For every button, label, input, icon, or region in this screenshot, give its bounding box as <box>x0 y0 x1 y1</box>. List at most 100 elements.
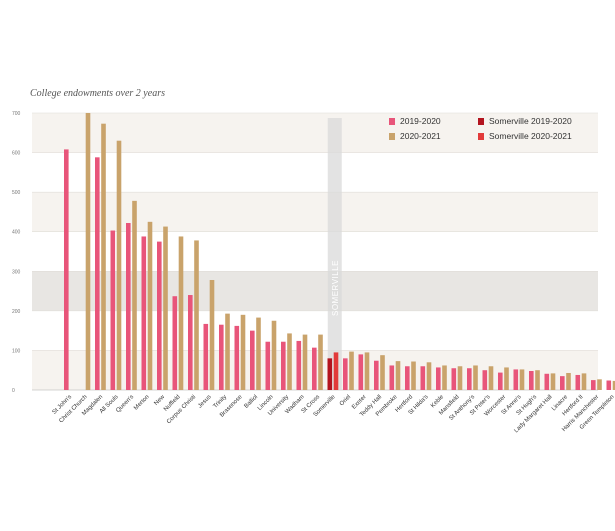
bar-2020-2021 <box>287 333 292 390</box>
legend: 2019-2020 2020-2021 Somerville 2019-2020 So… <box>389 116 572 141</box>
chart-title: College endowments over 2 years <box>30 88 165 99</box>
bar-2019-2020 <box>219 324 224 390</box>
bar-2020-2021 <box>504 367 509 390</box>
bar-2019-2020 <box>296 340 302 390</box>
bar-2020-2021 <box>85 113 91 390</box>
bar-2020-2021 <box>395 361 401 390</box>
y-tick-label: 0 <box>12 388 15 394</box>
somerville-highlight: SOMERVILLE <box>327 118 342 390</box>
bar-2020-2021 <box>302 334 308 390</box>
bar-2020-2021 <box>550 373 556 390</box>
bar-2020-2021 <box>488 366 494 390</box>
y-tick-label: 200 <box>12 309 21 315</box>
bar-2020-2021 <box>240 314 246 390</box>
bar-2019-2020 <box>234 325 240 390</box>
bar-2020-2021 <box>225 313 230 390</box>
x-category-label: Merton <box>133 394 150 411</box>
highlight-label: SOMERVILLE <box>331 260 340 316</box>
bar-2019-2020 <box>312 347 317 390</box>
y-tick-label: 700 <box>12 111 21 117</box>
bar-2020-2021 <box>116 140 122 390</box>
bar-2019-2020 <box>529 371 534 390</box>
highlight-column <box>327 118 342 390</box>
bar-2019-2020 <box>451 368 457 390</box>
bar-2019-2020 <box>343 358 348 390</box>
legend-swatch <box>389 133 395 140</box>
x-category-label: Corpus Christi <box>166 394 197 425</box>
y-tick-label: 100 <box>12 348 21 354</box>
bar-2019-2020 <box>591 380 596 390</box>
bar-2019-2020 <box>358 354 364 390</box>
bar-2020-2021 <box>147 221 153 390</box>
x-category-label: Jesus <box>197 394 212 409</box>
legend-label: 2020-2021 <box>400 131 441 141</box>
bar-2019-2020 <box>188 295 193 390</box>
x-category-label: Oriel <box>339 394 352 407</box>
bar-2020-2021 <box>163 226 168 390</box>
bar-2019-2020 <box>110 230 116 390</box>
bar-2020-2021 <box>101 123 106 390</box>
bar-2019-2020 <box>172 296 178 390</box>
bar-2020-2021 <box>473 365 478 390</box>
bar-2019-2020 <box>436 367 441 390</box>
bar-2019-2020 <box>606 380 612 390</box>
y-tick-label: 500 <box>12 190 21 196</box>
bar-2020-2021 <box>411 361 416 390</box>
bar-2020-2021 <box>178 236 184 390</box>
bar-2019-2020 <box>250 330 255 390</box>
bar-2019-2020 <box>544 373 550 390</box>
bar-2019-2020 <box>203 323 209 390</box>
bar-2020-2021 <box>333 352 339 390</box>
y-tick-label: 300 <box>12 269 21 275</box>
bars <box>64 113 615 390</box>
x-category-label: New <box>153 394 166 407</box>
bar-2019-2020 <box>389 365 395 390</box>
bar-2020-2021 <box>426 362 432 390</box>
band-0 <box>32 113 598 153</box>
bar-2020-2021 <box>566 372 571 390</box>
bar-2019-2020 <box>64 149 69 390</box>
bar-2019-2020 <box>420 366 426 390</box>
bar-2019-2020 <box>560 376 565 390</box>
bar-2019-2020 <box>126 223 131 390</box>
bar-2019-2020 <box>157 241 162 390</box>
bar-2020-2021 <box>364 352 370 390</box>
bar-2019-2020 <box>482 370 488 390</box>
bar-2020-2021 <box>519 369 525 390</box>
bar-2019-2020 <box>281 341 286 390</box>
legend-swatch <box>389 118 395 125</box>
bar-2020-2021 <box>597 379 602 390</box>
legend-label: Somerville 2020-2021 <box>489 131 572 141</box>
bar-2020-2021 <box>194 240 199 390</box>
bar-2020-2021 <box>442 365 447 390</box>
bar-2019-2020 <box>467 368 472 390</box>
bar-2020-2021 <box>535 370 540 390</box>
bar-2019-2020 <box>265 341 271 390</box>
bar-2020-2021 <box>271 320 277 390</box>
y-tick-label: 400 <box>12 230 21 236</box>
bar-2019-2020 <box>95 157 100 390</box>
bar-2019-2020 <box>498 372 503 390</box>
legend-swatch <box>478 118 484 125</box>
bar-2020-2021 <box>256 317 261 390</box>
legend-label: Somerville 2019-2020 <box>489 116 572 126</box>
bar-2019-2020 <box>575 374 581 390</box>
bar-2020-2021 <box>380 355 385 390</box>
bar-2019-2020 <box>405 366 410 390</box>
legend-label: 2019-2020 <box>400 116 441 126</box>
bar-2019-2020 <box>141 236 147 390</box>
bar-2020-2021 <box>457 366 463 390</box>
bar-2019-2020 <box>374 360 379 390</box>
bar-2019-2020 <box>513 369 519 390</box>
bar-2020-2021 <box>318 334 323 390</box>
bar-2020-2021 <box>581 373 587 390</box>
bar-2019-2020 <box>327 358 333 390</box>
bar-2020-2021 <box>209 279 215 390</box>
legend-swatch <box>478 133 484 140</box>
bar-2020-2021 <box>349 351 354 390</box>
bar-2020-2021 <box>612 380 615 390</box>
y-tick-label: 600 <box>12 151 21 157</box>
bar-2020-2021 <box>132 200 137 390</box>
